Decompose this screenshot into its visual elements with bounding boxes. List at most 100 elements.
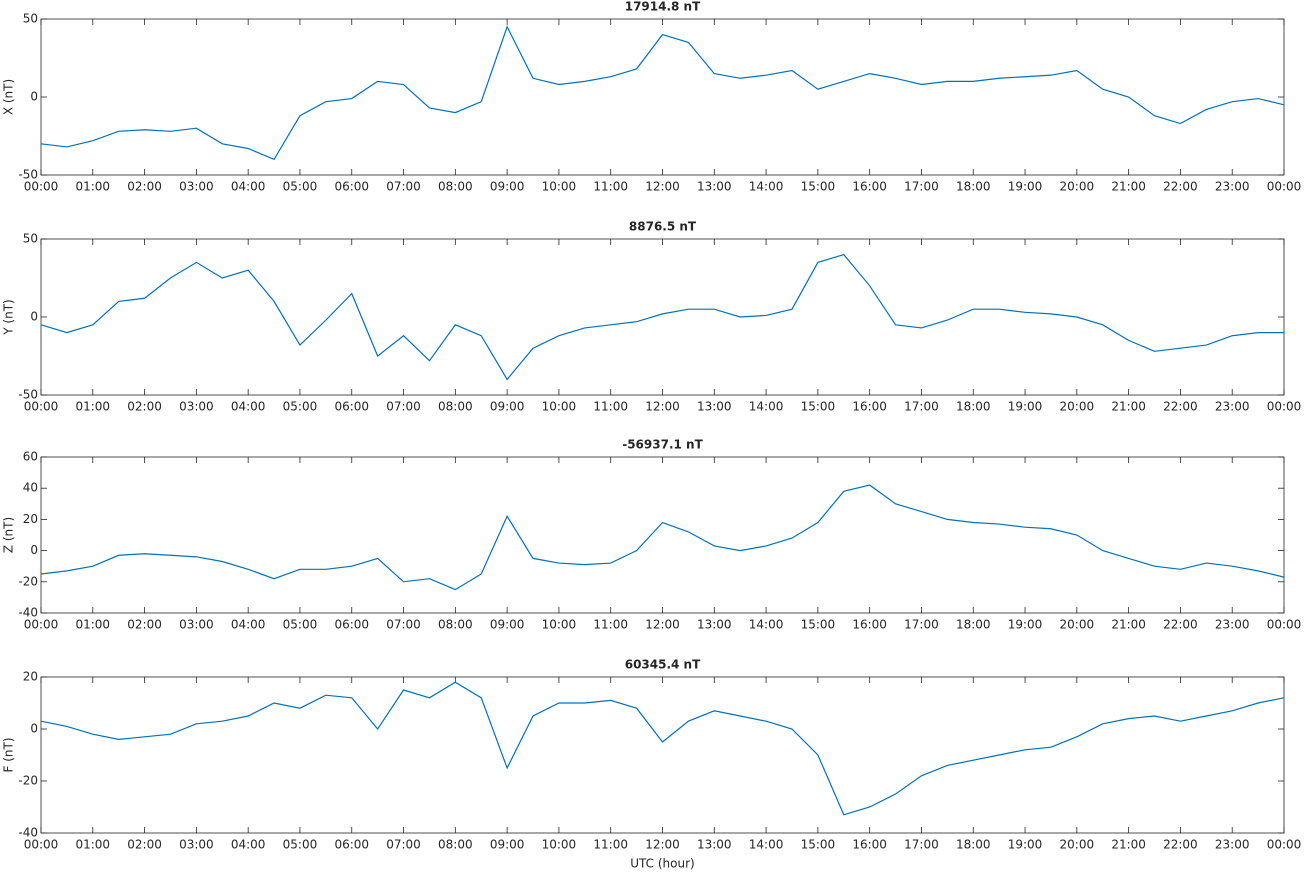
x-tick-label: 17:00 xyxy=(904,400,939,414)
axes-box xyxy=(40,18,1285,176)
x-tick-label: 02:00 xyxy=(127,400,162,414)
x-tick-label: 05:00 xyxy=(283,838,318,852)
x-tick-label: 19:00 xyxy=(1008,400,1043,414)
x-tick-label: 08:00 xyxy=(438,838,473,852)
x-tick-label: 10:00 xyxy=(542,618,577,632)
x-tick-label: 23:00 xyxy=(1215,838,1250,852)
x-axis-label: UTC (hour) xyxy=(630,857,694,871)
y-tick-label: 20 xyxy=(23,670,38,684)
y-tick-label: -50 xyxy=(18,168,38,182)
y-tick-label: -40 xyxy=(18,826,38,840)
y-axis-label: F (nT) xyxy=(2,737,16,772)
x-tick-label: 13:00 xyxy=(697,618,732,632)
y-tick-label: 0 xyxy=(30,722,38,736)
x-tick-label: 20:00 xyxy=(1060,400,1095,414)
data-line xyxy=(40,484,1285,591)
x-tick-label: 13:00 xyxy=(697,180,732,194)
x-tick-label: 10:00 xyxy=(542,400,577,414)
x-tick-label: 02:00 xyxy=(127,838,162,852)
y-tick-label: 20 xyxy=(23,512,38,526)
x-tick-label: 15:00 xyxy=(801,400,836,414)
data-line xyxy=(40,25,1285,161)
y-tick-label: -20 xyxy=(18,774,38,788)
x-tick-label: 00:00 xyxy=(24,618,59,632)
y-tick-label: -40 xyxy=(18,606,38,620)
x-tick-label: 11:00 xyxy=(593,180,628,194)
x-tick-label: 01:00 xyxy=(75,838,110,852)
x-tick-label: 14:00 xyxy=(749,618,784,632)
data-line xyxy=(40,681,1285,816)
x-tick-label: 11:00 xyxy=(593,400,628,414)
x-tick-label: 11:00 xyxy=(593,618,628,632)
x-tick-label: 00:00 xyxy=(1267,618,1302,632)
x-tick-label: 00:00 xyxy=(1267,838,1302,852)
x-tick-label: 06:00 xyxy=(334,400,369,414)
x-tick-label: 14:00 xyxy=(749,838,784,852)
x-tick-label: 05:00 xyxy=(283,180,318,194)
x-tick-label: 07:00 xyxy=(386,838,421,852)
x-tick-label: 04:00 xyxy=(231,618,266,632)
x-tick-label: 09:00 xyxy=(490,838,525,852)
x-tick-label: 00:00 xyxy=(24,180,59,194)
x-tick-label: 22:00 xyxy=(1163,180,1198,194)
x-tick-label: 17:00 xyxy=(904,838,939,852)
x-tick-label: 21:00 xyxy=(1111,400,1146,414)
x-tick-label: 16:00 xyxy=(852,838,887,852)
x-tick-label: 14:00 xyxy=(749,180,784,194)
x-tick-label: 21:00 xyxy=(1111,618,1146,632)
y-tick-label: 60 xyxy=(23,450,38,464)
x-tick-label: 19:00 xyxy=(1008,180,1043,194)
x-tick-label: 04:00 xyxy=(231,180,266,194)
x-tick-label: 03:00 xyxy=(179,180,214,194)
x-tick-label: 19:00 xyxy=(1008,618,1043,632)
y-axis-label: X (nT) xyxy=(2,79,16,115)
x-tick-label: 21:00 xyxy=(1111,838,1146,852)
x-tick-label: 03:00 xyxy=(179,400,214,414)
y-tick-label: 0 xyxy=(30,310,38,324)
x-tick-label: 05:00 xyxy=(283,400,318,414)
x-tick-label: 06:00 xyxy=(334,838,369,852)
x-tick-label: 04:00 xyxy=(231,400,266,414)
x-tick-label: 00:00 xyxy=(1267,180,1302,194)
x-tick-label: 03:00 xyxy=(179,618,214,632)
x-tick-label: 15:00 xyxy=(801,618,836,632)
x-tick-label: 15:00 xyxy=(801,180,836,194)
x-tick-label: 04:00 xyxy=(231,838,266,852)
x-tick-label: 03:00 xyxy=(179,838,214,852)
x-tick-label: 08:00 xyxy=(438,618,473,632)
x-tick-label: 15:00 xyxy=(801,838,836,852)
y-tick-label: 0 xyxy=(30,543,38,557)
x-tick-label: 11:00 xyxy=(593,838,628,852)
x-tick-label: 18:00 xyxy=(956,618,991,632)
x-tick-label: 19:00 xyxy=(1008,838,1043,852)
x-tick-label: 02:00 xyxy=(127,180,162,194)
x-tick-label: 14:00 xyxy=(749,400,784,414)
x-tick-label: 09:00 xyxy=(490,180,525,194)
x-tick-label: 12:00 xyxy=(645,180,680,194)
x-tick-label: 18:00 xyxy=(956,838,991,852)
y-tick-label: 0 xyxy=(30,90,38,104)
x-tick-label: 17:00 xyxy=(904,180,939,194)
x-tick-label: 01:00 xyxy=(75,618,110,632)
chart-title: 60345.4 nT xyxy=(625,658,701,672)
chart-title: 8876.5 nT xyxy=(629,220,697,234)
y-tick-label: -20 xyxy=(18,574,38,588)
x-tick-label: 06:00 xyxy=(334,180,369,194)
x-tick-label: 02:00 xyxy=(127,618,162,632)
x-tick-label: 08:00 xyxy=(438,400,473,414)
x-tick-label: 20:00 xyxy=(1060,180,1095,194)
y-tick-label: 50 xyxy=(23,12,38,26)
axes-box xyxy=(40,238,1285,396)
data-line xyxy=(40,253,1284,381)
y-tick-label: 40 xyxy=(23,481,38,495)
x-tick-label: 01:00 xyxy=(75,180,110,194)
x-tick-label: 23:00 xyxy=(1215,618,1250,632)
x-tick-label: 00:00 xyxy=(1267,400,1302,414)
chart-title: -56937.1 nT xyxy=(622,438,703,452)
x-tick-label: 10:00 xyxy=(542,180,577,194)
x-tick-label: 20:00 xyxy=(1060,838,1095,852)
x-tick-label: 23:00 xyxy=(1215,400,1250,414)
x-tick-label: 18:00 xyxy=(956,180,991,194)
x-tick-label: 17:00 xyxy=(904,618,939,632)
